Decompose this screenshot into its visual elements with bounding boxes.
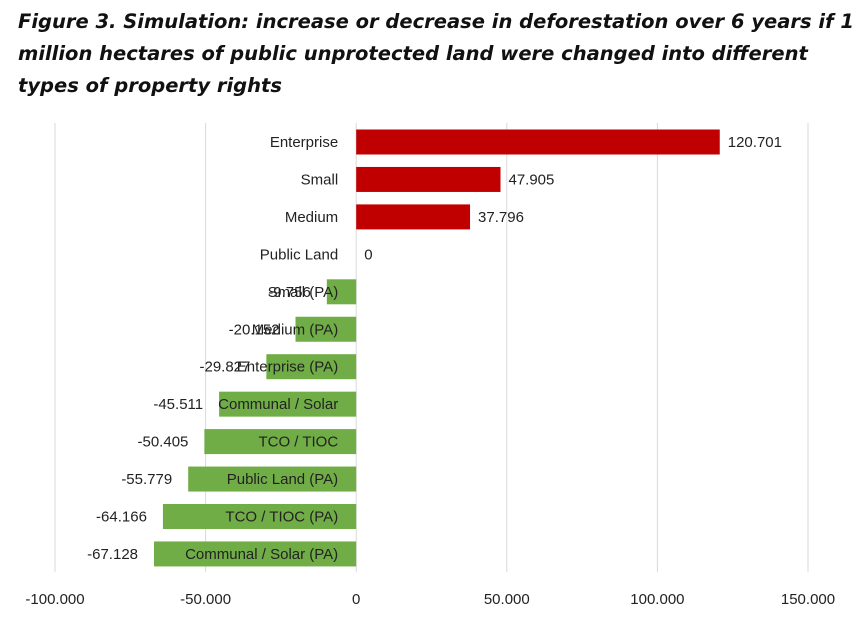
bar [266, 354, 357, 380]
category-label: Communal / Solar (PA) [185, 546, 338, 563]
category-label: Small [301, 171, 339, 188]
value-label: 120.701 [728, 134, 782, 151]
value-label: -67.128 [87, 546, 138, 563]
category-label: Enterprise [270, 134, 338, 151]
x-axis-tick-labels: -100.000 -50.000 0 50.000 100.000 150.000 [25, 591, 835, 608]
value-label: -50.405 [138, 434, 189, 451]
bar [356, 166, 501, 192]
x-tick-label: 0 [352, 591, 360, 608]
bar [204, 429, 357, 455]
x-tick-label: 150.000 [781, 591, 835, 608]
category-label: Medium (PA) [252, 321, 338, 338]
value-label: 0 [364, 246, 372, 263]
bar [326, 279, 357, 305]
bars [154, 129, 720, 567]
value-labels: 120.701 47.905 37.796 0 -9.756 -20.152 -29.827… [87, 134, 782, 563]
category-labels: Enterprise Small Medium Public Land Small (P… [185, 134, 338, 563]
value-label: -20.152 [229, 321, 280, 338]
chart-title: Figure 3. Simulation: increase or decrea… [18, 10, 854, 97]
bar [154, 541, 357, 567]
bar [356, 129, 720, 155]
category-label: Public Land [260, 246, 338, 263]
bar [356, 204, 471, 230]
bar [295, 316, 357, 342]
category-label: Medium [285, 209, 338, 226]
category-label: Small (PA) [268, 284, 339, 301]
bar [219, 391, 357, 417]
category-label: TCO / TIOC (PA) [225, 509, 338, 526]
x-tick-label: -50.000 [180, 591, 231, 608]
x-tick-label: 50.000 [484, 591, 530, 608]
value-label: 47.905 [508, 171, 554, 188]
gridlines [54, 123, 809, 572]
value-label: -9.756 [268, 284, 311, 301]
category-label: TCO / TIOC [258, 434, 338, 451]
x-tick-label: 100.000 [630, 591, 684, 608]
category-label: Public Land (PA) [227, 471, 338, 488]
category-label: Enterprise (PA) [237, 359, 338, 376]
bar [188, 466, 357, 492]
value-label: -55.779 [121, 471, 172, 488]
bar [162, 504, 357, 529]
value-label: -29.827 [199, 359, 250, 376]
x-tick-label: -100.000 [25, 591, 84, 608]
value-label: -45.511 [153, 396, 203, 413]
value-label: 37.796 [478, 209, 524, 226]
category-label: Communal / Solar [218, 396, 338, 413]
value-label: -64.166 [96, 509, 147, 526]
